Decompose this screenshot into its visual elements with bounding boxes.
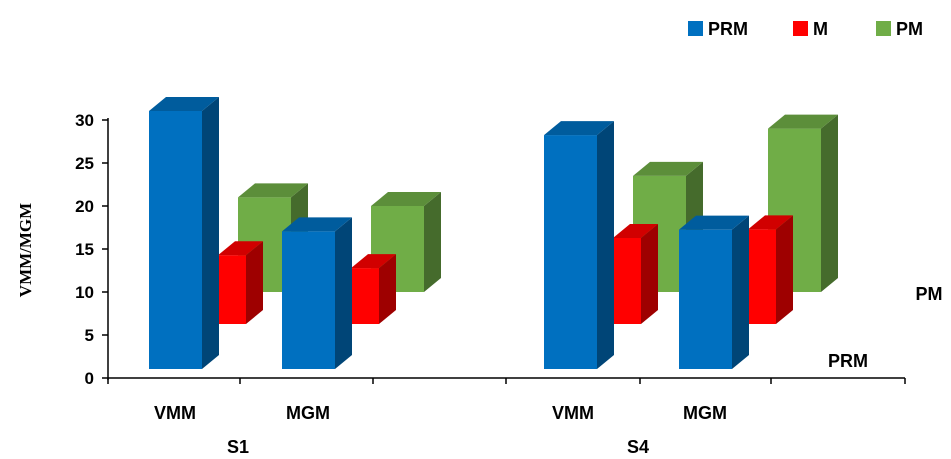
depth-label: PRM [828, 351, 868, 371]
y-tick-label: 10 [75, 283, 94, 302]
bar-top [351, 254, 396, 269]
bar-prm-s1-vmm [149, 97, 219, 369]
legend-label: M [813, 19, 828, 39]
legend-swatch [876, 21, 891, 36]
x-category-label: MGM [286, 403, 330, 423]
y-axis: 0 5 10 15 20 25 30 VMM/MGM [16, 111, 109, 388]
bar-prm-s4-mgm [679, 215, 749, 369]
bar-side [776, 215, 793, 324]
legend-item-m: M [793, 19, 828, 39]
legend-swatch [793, 21, 808, 36]
legend-swatch [688, 21, 703, 36]
y-tick-label: 5 [85, 326, 94, 345]
bar-side [335, 217, 352, 369]
legend-item-pm: PM [876, 19, 923, 39]
bar-top [633, 161, 703, 176]
bar-front [351, 268, 379, 324]
legend-label: PRM [708, 19, 748, 39]
bar-front [748, 229, 776, 324]
bar-front [282, 231, 335, 369]
bar-side [597, 121, 614, 369]
bar-front [218, 255, 246, 324]
bar-m-s4-vmm [613, 224, 658, 324]
bar-side [379, 254, 396, 324]
x-category-label: VMM [552, 403, 594, 423]
y-tick-label: 30 [75, 111, 94, 130]
bar-prm-s1-mgm [282, 217, 352, 369]
bar-front [613, 238, 641, 324]
bar-top [544, 121, 614, 136]
legend-item-prm: PRM [688, 19, 748, 39]
depth-label: PM [916, 284, 943, 304]
legend: PRM M PM [688, 19, 923, 39]
depth-axis-labels: PRM PM [828, 284, 943, 371]
bar-front [679, 229, 732, 369]
bar-side [732, 215, 749, 369]
bars [149, 97, 838, 369]
bar-top [149, 97, 219, 111]
bar-top [238, 183, 308, 198]
bar-side [821, 114, 838, 292]
bar-top [282, 217, 352, 232]
y-axis-title: VMM/MGM [16, 203, 35, 297]
x-group-label: S1 [227, 437, 249, 457]
bar-top [218, 241, 263, 256]
bar-m-s1-vmm [218, 241, 263, 324]
bar-side [202, 97, 219, 369]
bar-top [679, 215, 749, 230]
y-tick-label: 25 [75, 154, 94, 173]
bar-top [371, 192, 441, 206]
bar-front [544, 135, 597, 369]
bar-top [748, 215, 793, 230]
x-group-label: S4 [627, 437, 649, 457]
legend-label: PM [896, 19, 923, 39]
y-tick-label: 0 [85, 369, 94, 388]
x-category-label: MGM [683, 403, 727, 423]
x-category-label: VMM [154, 403, 196, 423]
bar-top [768, 114, 838, 129]
bar-side [246, 241, 263, 324]
bar-m-s4-mgm [748, 215, 793, 324]
bar-m-s1-mgm [351, 254, 396, 324]
bar-prm-s4-vmm [544, 121, 614, 369]
bar-front [149, 111, 202, 369]
y-tick-label: 15 [75, 240, 94, 259]
y-tick-label: 20 [75, 197, 94, 216]
bar-side [641, 224, 658, 324]
bar-top [613, 224, 658, 238]
bar-side [424, 192, 441, 292]
bar-pm-s1-mgm [371, 192, 441, 292]
x-axis: VMM MGM S1 VMM MGM S4 [107, 377, 906, 457]
